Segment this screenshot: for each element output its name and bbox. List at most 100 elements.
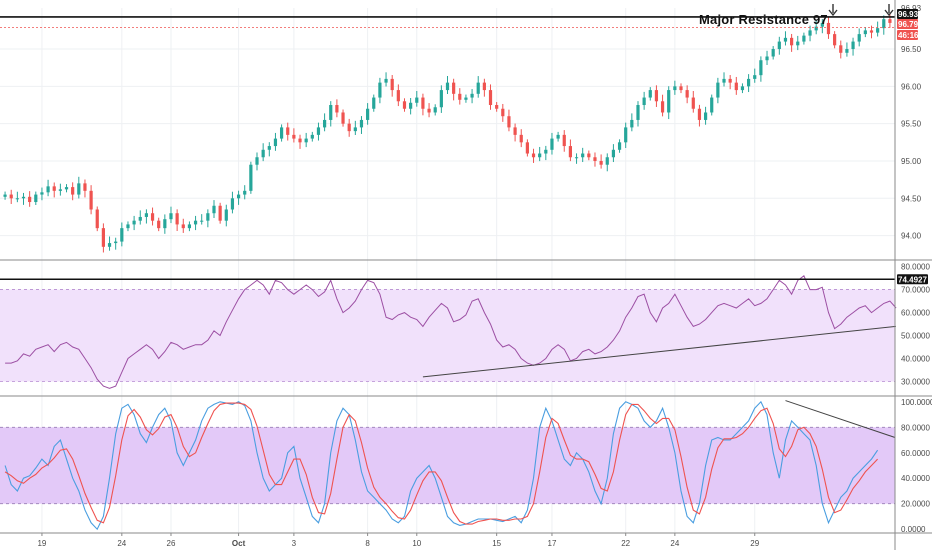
candle-body [409,102,413,109]
candle-body [802,35,806,42]
candle-body [298,138,302,143]
candle-body [562,134,566,147]
candle-body [464,97,468,100]
x-tick-label: 17 [548,539,557,548]
candle-body [46,186,50,193]
stoch-tick-label: 20.0000 [901,500,930,509]
candle-body [212,205,216,214]
candle-body [458,93,462,100]
candle-body [568,146,572,158]
candle-body [114,241,118,244]
rsi-tick-label: 70.0000 [901,286,930,295]
stochastic-panel [4,400,896,531]
candle-body [654,90,659,102]
price-tick-label-top: 96.93 [901,4,922,13]
candle-body [279,127,284,139]
x-tick-label: 24 [670,539,679,548]
candle-body [673,86,677,91]
oscillator-bands [0,289,895,505]
candle-body [519,134,523,143]
candle-body [734,82,738,91]
candle-body [728,78,732,83]
price-tick-label: 95.00 [901,157,922,166]
candle-body [249,164,253,191]
candle-body [808,30,812,36]
candle-body [52,186,56,191]
price-tick-label: 94.50 [901,194,922,203]
candle-body [753,75,757,79]
candle-body [34,194,38,203]
stoch-band [0,427,895,504]
candle-body [21,196,26,199]
price-tick-label: 95.50 [901,120,922,129]
candle-body [587,153,591,158]
candle-body [574,157,579,159]
x-tick-label: Oct [232,539,246,548]
down-arrow [828,4,838,17]
resistance-annotation: Major Resistance 97 [699,12,828,27]
candle-body [230,198,235,210]
candle-body [101,228,105,247]
rsi-line [5,275,897,389]
candle-body [169,213,173,220]
candle-body [746,78,751,87]
candle-body [335,105,339,113]
candle-body [9,194,13,199]
candle-body [359,119,364,128]
candle-body [869,30,874,33]
candle-body [255,157,259,165]
candle-body [144,213,149,217]
candle-body [347,123,351,132]
candle-body [826,22,831,35]
candle-body [304,138,308,143]
x-tick-label: 19 [37,539,46,548]
candle-body [660,101,665,113]
candle-body [193,220,198,225]
candle-body [384,78,388,83]
candle-body [593,157,597,161]
candle-body [790,37,794,46]
candle-body [83,183,87,191]
candle-body [445,82,450,91]
candle-body [863,30,867,35]
candle-body [470,93,474,98]
price-badge-label: 96.93 [898,10,919,19]
rsi-tick-label: 60.0000 [901,309,930,318]
candle-body [132,220,136,225]
candle-body [243,190,247,195]
candle-body [697,108,702,120]
candle-body [120,228,124,242]
candle-body [538,153,542,158]
candle-body [286,127,290,135]
candle-body [95,209,99,229]
candle-body [64,187,69,190]
candle-body [138,216,142,221]
rsi-tick-label: 40.0000 [901,355,930,364]
candle-body [206,213,210,221]
price-badge: 46:16 [897,30,919,40]
price-tick-label: 96.00 [901,82,922,91]
rsi-tick-label: 80.0000 [901,263,930,272]
candle-body [476,82,480,94]
candle-body [415,97,419,103]
x-tick-label: 3 [292,539,297,548]
stoch-tick-label: 80.0000 [901,423,930,432]
candle-body [833,34,837,46]
candle-body [329,105,333,120]
candle-body [783,37,788,42]
candle-body [58,189,62,191]
candle-body [550,138,554,150]
price-badge-bg [897,30,918,40]
candle-body [452,82,456,94]
candle-body [624,127,628,143]
candle-body [488,90,493,106]
candle-body [353,127,357,132]
candle-body [3,194,7,197]
x-tick-label: 8 [365,539,370,548]
candle-body [396,90,400,102]
candle-body [710,97,714,113]
candle-body [722,78,726,83]
candle-body [525,142,529,154]
candle-body [28,196,32,203]
